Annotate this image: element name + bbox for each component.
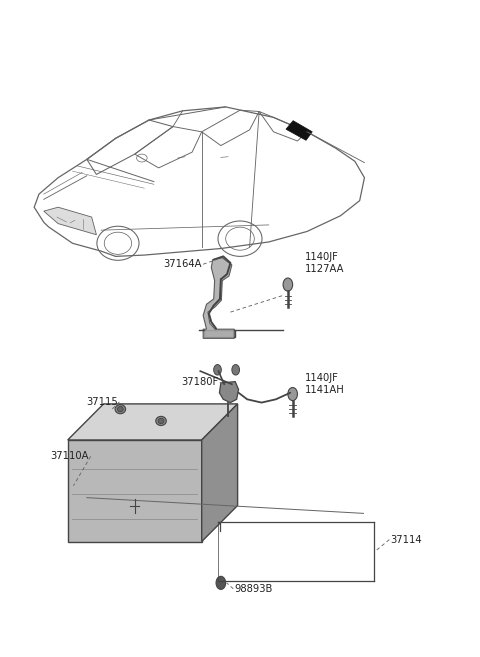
Circle shape [232, 365, 240, 375]
Polygon shape [68, 440, 202, 541]
Circle shape [283, 278, 293, 291]
Polygon shape [68, 404, 238, 440]
Text: 37164A: 37164A [163, 260, 202, 269]
Polygon shape [219, 382, 239, 403]
Text: 37115: 37115 [86, 397, 118, 407]
Text: 37114: 37114 [391, 535, 422, 545]
Polygon shape [44, 207, 96, 235]
Ellipse shape [118, 407, 123, 412]
Ellipse shape [156, 417, 166, 426]
Circle shape [288, 388, 298, 401]
Text: 1140JF
1127AA: 1140JF 1127AA [305, 252, 344, 274]
Text: 1140JF
1141AH: 1140JF 1141AH [305, 373, 344, 396]
Polygon shape [203, 258, 234, 338]
Ellipse shape [158, 419, 164, 424]
Polygon shape [204, 330, 235, 337]
Polygon shape [202, 404, 238, 541]
Polygon shape [286, 121, 312, 141]
Ellipse shape [115, 405, 126, 414]
Circle shape [214, 365, 221, 375]
Circle shape [216, 576, 226, 589]
Text: 37110A: 37110A [51, 451, 89, 461]
Text: 98893B: 98893B [234, 584, 273, 594]
Text: 37180F: 37180F [181, 377, 218, 387]
